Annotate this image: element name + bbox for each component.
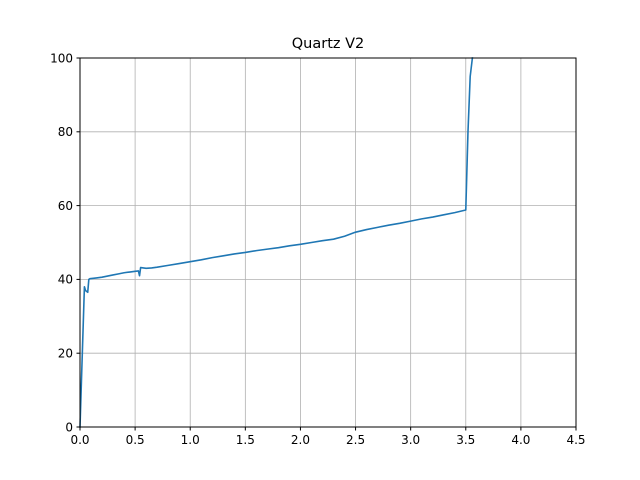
x-axis: 0.0 0.5 1.0 1.5 2.0 2.5 3.0 3.5 4.0 4.5 — [70, 427, 586, 447]
y-tick-label: 20 — [58, 347, 73, 361]
y-axis: 0 20 40 60 80 100 — [50, 51, 80, 434]
x-tick-label: 4.5 — [566, 433, 585, 447]
series-line — [79, 57, 474, 428]
y-tick-label: 100 — [50, 51, 73, 65]
y-tick-label: 40 — [58, 273, 73, 287]
x-tick-label: 0.5 — [126, 433, 145, 447]
x-tick-label: 2.5 — [346, 433, 365, 447]
x-tick-label: 2.0 — [291, 433, 310, 447]
x-tick-label: 1.0 — [181, 433, 200, 447]
y-tick-label: 60 — [58, 199, 73, 213]
x-tick-label: 3.0 — [401, 433, 420, 447]
axes-frame — [79, 57, 577, 428]
y-tick-label: 0 — [65, 420, 73, 434]
plot-area — [79, 57, 474, 428]
x-tick-label: 0.0 — [70, 433, 89, 447]
chart-title: Quartz V2 — [292, 36, 365, 52]
x-tick-label: 1.5 — [236, 433, 255, 447]
y-tick-label: 80 — [58, 125, 73, 139]
x-tick-label: 3.5 — [456, 433, 475, 447]
x-tick-label: 4.0 — [511, 433, 530, 447]
